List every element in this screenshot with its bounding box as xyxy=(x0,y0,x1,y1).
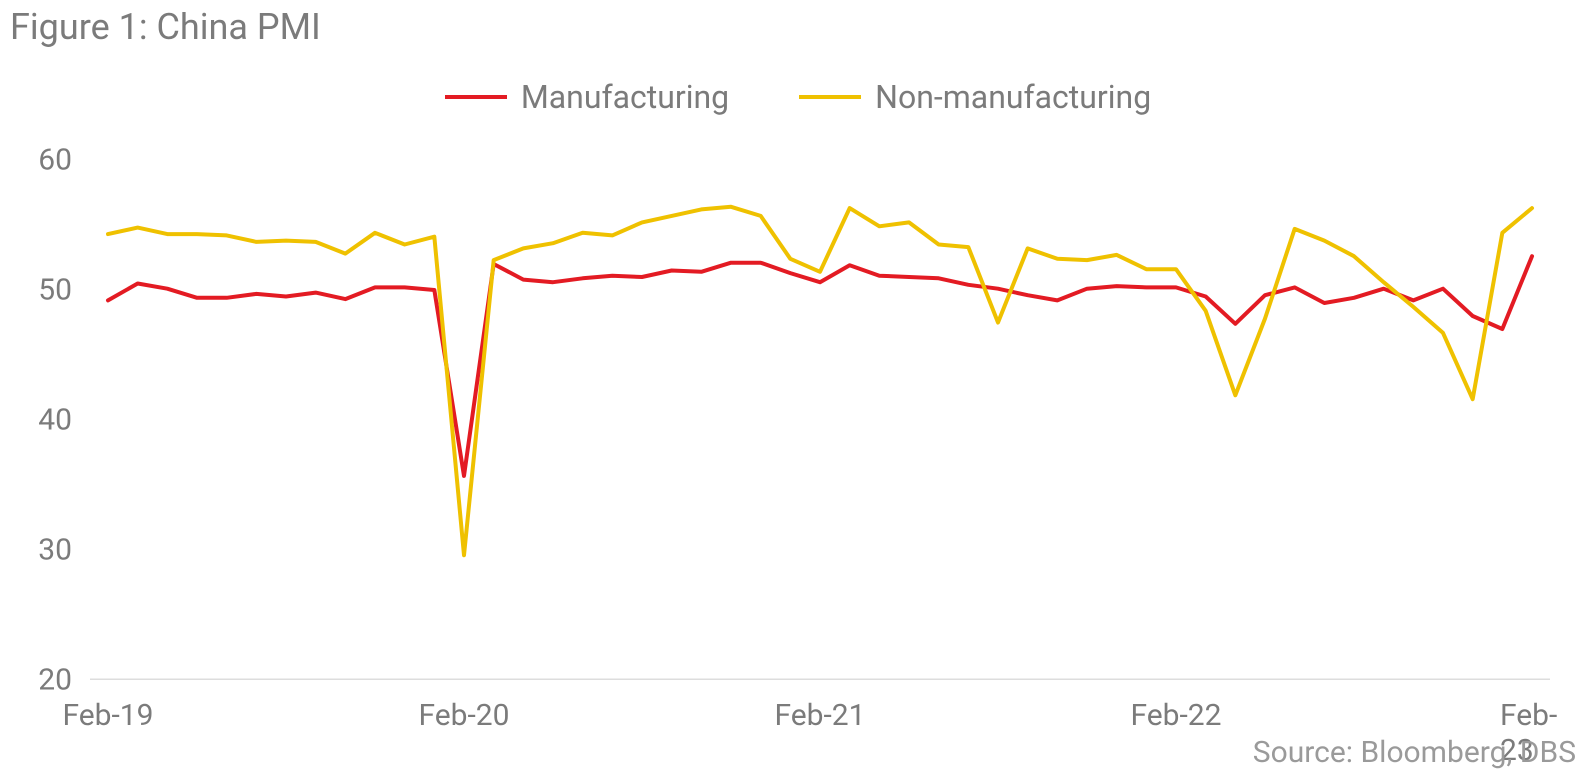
series-line xyxy=(108,256,1532,476)
y-tick-label: 50 xyxy=(12,273,72,308)
legend-swatch-nonmanufacturing xyxy=(799,95,861,99)
y-tick-label: 30 xyxy=(12,533,72,568)
x-tick-label: Feb-19 xyxy=(62,698,153,733)
chart-title: Figure 1: China PMI xyxy=(10,6,321,48)
chart-svg xyxy=(90,160,1550,680)
series-line xyxy=(108,207,1532,555)
y-tick-label: 40 xyxy=(12,403,72,438)
figure-china-pmi: Figure 1: China PMI Manufacturing Non-ma… xyxy=(0,0,1596,778)
x-tick-label: Feb-21 xyxy=(774,698,865,733)
x-tick-label: Feb-22 xyxy=(1130,698,1221,733)
y-tick-label: 60 xyxy=(12,143,72,178)
legend-item-manufacturing: Manufacturing xyxy=(445,78,729,116)
legend-label-nonmanufacturing: Non-manufacturing xyxy=(875,78,1151,116)
x-tick-label: Feb-20 xyxy=(418,698,509,733)
chart-legend: Manufacturing Non-manufacturing xyxy=(0,78,1596,116)
chart-source: Source: Bloomberg, DBS xyxy=(1253,735,1576,770)
legend-item-nonmanufacturing: Non-manufacturing xyxy=(799,78,1151,116)
plot-area xyxy=(90,160,1550,680)
legend-swatch-manufacturing xyxy=(445,95,507,99)
legend-label-manufacturing: Manufacturing xyxy=(521,78,729,116)
y-tick-label: 20 xyxy=(12,663,72,698)
